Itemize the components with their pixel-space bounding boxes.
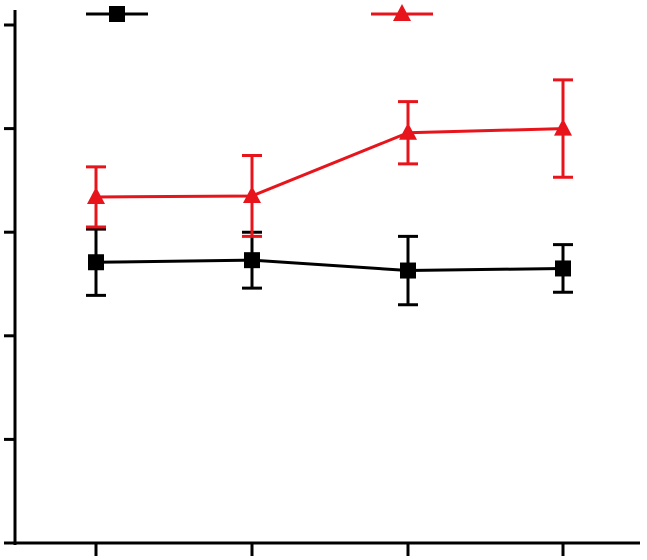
data-point-0-0 (88, 254, 104, 271)
series-1 (86, 78, 573, 238)
series-0 (86, 227, 573, 307)
legend-marker-0 (109, 6, 125, 22)
data-point-0-3 (555, 260, 571, 277)
series-line-1 (95, 127, 564, 199)
series-line-0 (95, 258, 564, 273)
data-point-1-0 (87, 186, 105, 204)
plot-area (86, 78, 573, 307)
data-point-1-1 (243, 185, 261, 203)
data-point-0-1 (244, 252, 260, 269)
legend (86, 4, 433, 22)
axes (4, 10, 640, 556)
legend-marker-1 (393, 4, 411, 21)
data-point-1-3 (554, 118, 572, 136)
data-point-1-2 (399, 122, 417, 140)
data-point-0-2 (400, 262, 416, 279)
